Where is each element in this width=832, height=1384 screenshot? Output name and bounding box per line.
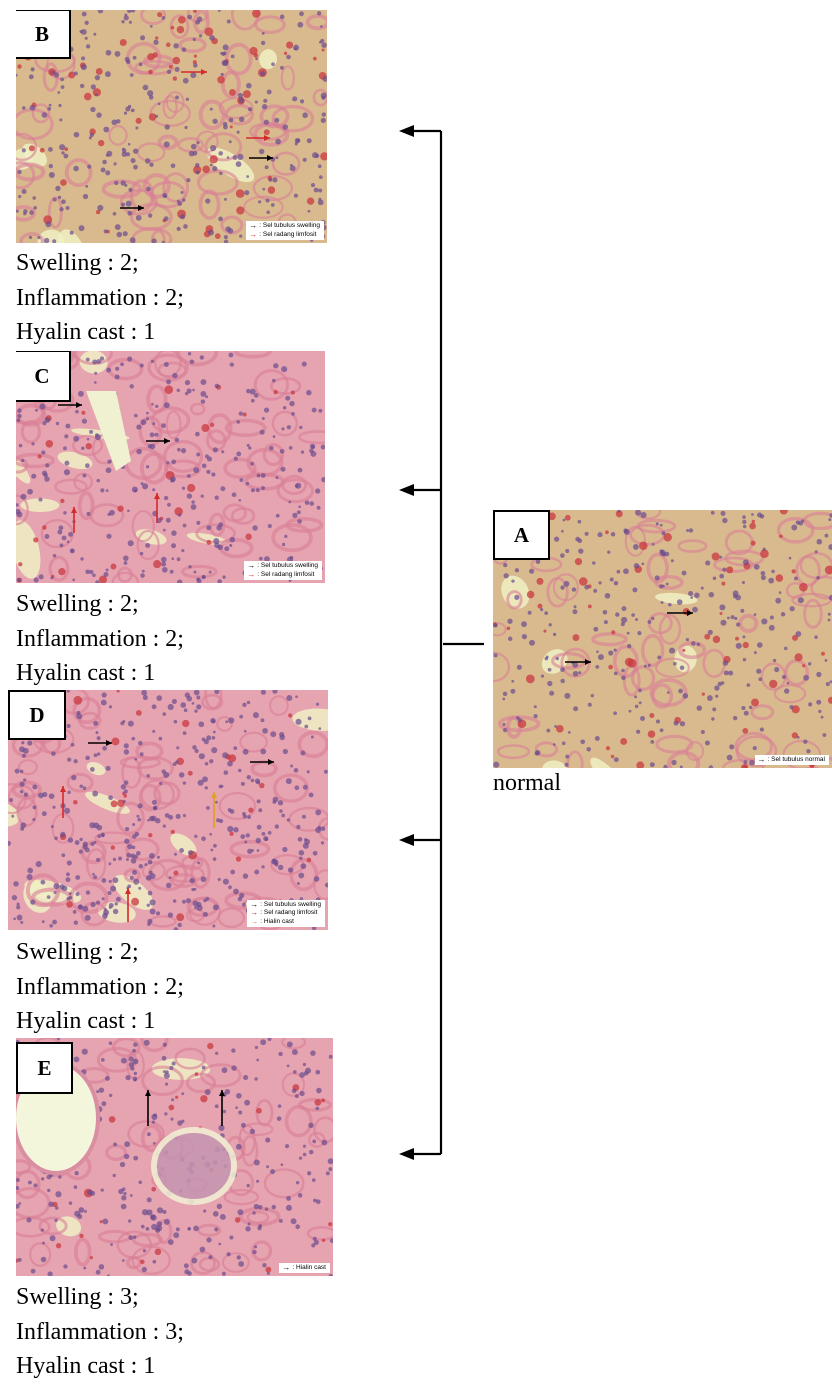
caption-d: Swelling : 2; Inflammation : 2; Hyalin cas… bbox=[16, 935, 184, 1039]
caption-e: Swelling : 3; Inflammation : 3; Hyalin cas… bbox=[16, 1280, 184, 1384]
micrograph-panel-b: B →: Sel tubulus swelling →: Sel radang l… bbox=[16, 10, 327, 243]
annotation-arrow-icon bbox=[125, 888, 131, 922]
annotation-arrow-icon bbox=[250, 759, 274, 765]
legend-d: →: Sel tubulus swelling →: Sel radang lim… bbox=[247, 899, 325, 927]
legend-item: →: Sel radang limfosit bbox=[249, 229, 320, 240]
annotation-arrow-icon bbox=[120, 205, 144, 211]
annotation-arrow-icon bbox=[246, 135, 270, 141]
caption-line: Swelling : 2; bbox=[16, 250, 139, 276]
legend-label: : Sel tubulus normal bbox=[767, 755, 825, 763]
legend-arrow-icon: → bbox=[247, 569, 256, 579]
legend-label: : Sel tubulus swelling bbox=[257, 562, 318, 569]
annotation-arrow-icon bbox=[181, 69, 207, 75]
legend-arrow-icon: → bbox=[250, 899, 259, 909]
annotation-arrow-icon bbox=[154, 493, 160, 523]
caption-line: Swelling : 2; bbox=[16, 591, 139, 617]
annotation-arrow-icon bbox=[71, 507, 77, 533]
legend-item: →: Sel tubulus swelling bbox=[247, 562, 318, 571]
kidney-tissue-image-c bbox=[16, 351, 325, 583]
caption-line: Hyalin cast : 1 bbox=[16, 1353, 156, 1379]
caption-c: Swelling : 2; Inflammation : 2; Hyalin cas… bbox=[16, 587, 184, 691]
legend-e: →: Hialin cast bbox=[279, 1262, 330, 1273]
annotation-arrow-icon bbox=[60, 786, 66, 818]
micrograph-panel-e: E →: Hialin cast bbox=[16, 1038, 333, 1276]
annotation-arrow-icon bbox=[58, 402, 82, 408]
arrow-to-c bbox=[399, 484, 441, 496]
legend-arrow-icon: → bbox=[247, 561, 256, 571]
legend-item: →: Sel radang limfosit bbox=[247, 569, 318, 580]
arrow-to-e bbox=[399, 1148, 441, 1160]
annotation-arrow-icon bbox=[211, 792, 217, 828]
legend-c: →: Sel tubulus swelling →: Sel radang lim… bbox=[244, 561, 322, 580]
annotation-arrow-icon bbox=[219, 1090, 225, 1126]
micrograph-panel-d: D →: Sel tubulus swelling →: Sel radang l… bbox=[8, 690, 328, 930]
legend-item: →: Sel tubulus swelling bbox=[249, 222, 320, 231]
panel-letter-d: D bbox=[8, 690, 66, 740]
annotation-arrow-icon bbox=[249, 155, 273, 161]
annotation-arrow-icon bbox=[667, 610, 693, 616]
legend-label: : Sel tubulus swelling bbox=[260, 900, 321, 908]
legend-label: : Sel radang limfosit bbox=[257, 570, 315, 578]
legend-label: : Hialin cast bbox=[292, 1263, 326, 1271]
micrograph-panel-c: C →: Sel tubulus swelling →: Sel radang l… bbox=[16, 351, 325, 583]
legend-label: : Sel tubulus swelling bbox=[259, 222, 320, 229]
caption-line: normal bbox=[493, 770, 561, 796]
annotation-arrow-icon bbox=[145, 1090, 151, 1126]
legend-label: : Sel radang limfosit bbox=[259, 230, 317, 238]
legend-a: →: Sel tubulus normal bbox=[754, 754, 829, 765]
caption-line: Hyalin cast : 1 bbox=[16, 660, 156, 686]
caption-line: Hyalin cast : 1 bbox=[16, 1008, 156, 1034]
legend-arrow-icon: → bbox=[282, 1262, 291, 1272]
legend-arrow-icon: → bbox=[250, 908, 259, 918]
legend-item: →: Sel tubulus normal bbox=[757, 754, 825, 765]
panel-letter-c: C bbox=[16, 351, 71, 402]
legend-label: : Sel radang limfosit bbox=[260, 909, 318, 916]
arrow-to-b bbox=[399, 125, 441, 137]
legend-item: →: Hialin cast bbox=[282, 1262, 326, 1273]
caption-line: Inflammation : 3; bbox=[16, 1318, 184, 1345]
caption-line: Swelling : 2; bbox=[16, 939, 139, 965]
legend-label: : Hialin cast bbox=[260, 917, 294, 925]
legend-arrow-icon: → bbox=[249, 229, 258, 239]
caption-line: Swelling : 3; bbox=[16, 1284, 139, 1310]
panel-letter-e: E bbox=[16, 1042, 73, 1094]
caption-line: Inflammation : 2; bbox=[16, 625, 184, 652]
annotation-arrow-icon bbox=[565, 659, 591, 665]
legend-item: →: Sel radang limfosit bbox=[250, 909, 321, 918]
caption-line: Inflammation : 2; bbox=[16, 973, 184, 1000]
panel-letter-b: B bbox=[16, 10, 71, 59]
legend-item: →: Hialin cast bbox=[250, 916, 321, 927]
legend-arrow-icon: → bbox=[250, 916, 259, 926]
caption-a: normal bbox=[493, 766, 561, 801]
annotation-arrow-icon bbox=[146, 438, 170, 444]
caption-line: Hyalin cast : 1 bbox=[16, 319, 156, 345]
legend-item: →: Sel tubulus swelling bbox=[250, 899, 321, 910]
legend-arrow-icon: → bbox=[757, 754, 766, 764]
caption-line: Inflammation : 2; bbox=[16, 284, 184, 311]
annotation-arrow-icon bbox=[88, 740, 112, 746]
panel-letter-a: A bbox=[493, 510, 550, 560]
micrograph-panel-a: A →: Sel tubulus normal bbox=[493, 510, 832, 768]
arrow-to-d bbox=[399, 834, 441, 846]
legend-arrow-icon: → bbox=[249, 221, 258, 231]
caption-b: Swelling : 2; Inflammation : 2; Hyalin cas… bbox=[16, 246, 184, 350]
legend-b: →: Sel tubulus swelling →: Sel radang lim… bbox=[246, 221, 324, 240]
